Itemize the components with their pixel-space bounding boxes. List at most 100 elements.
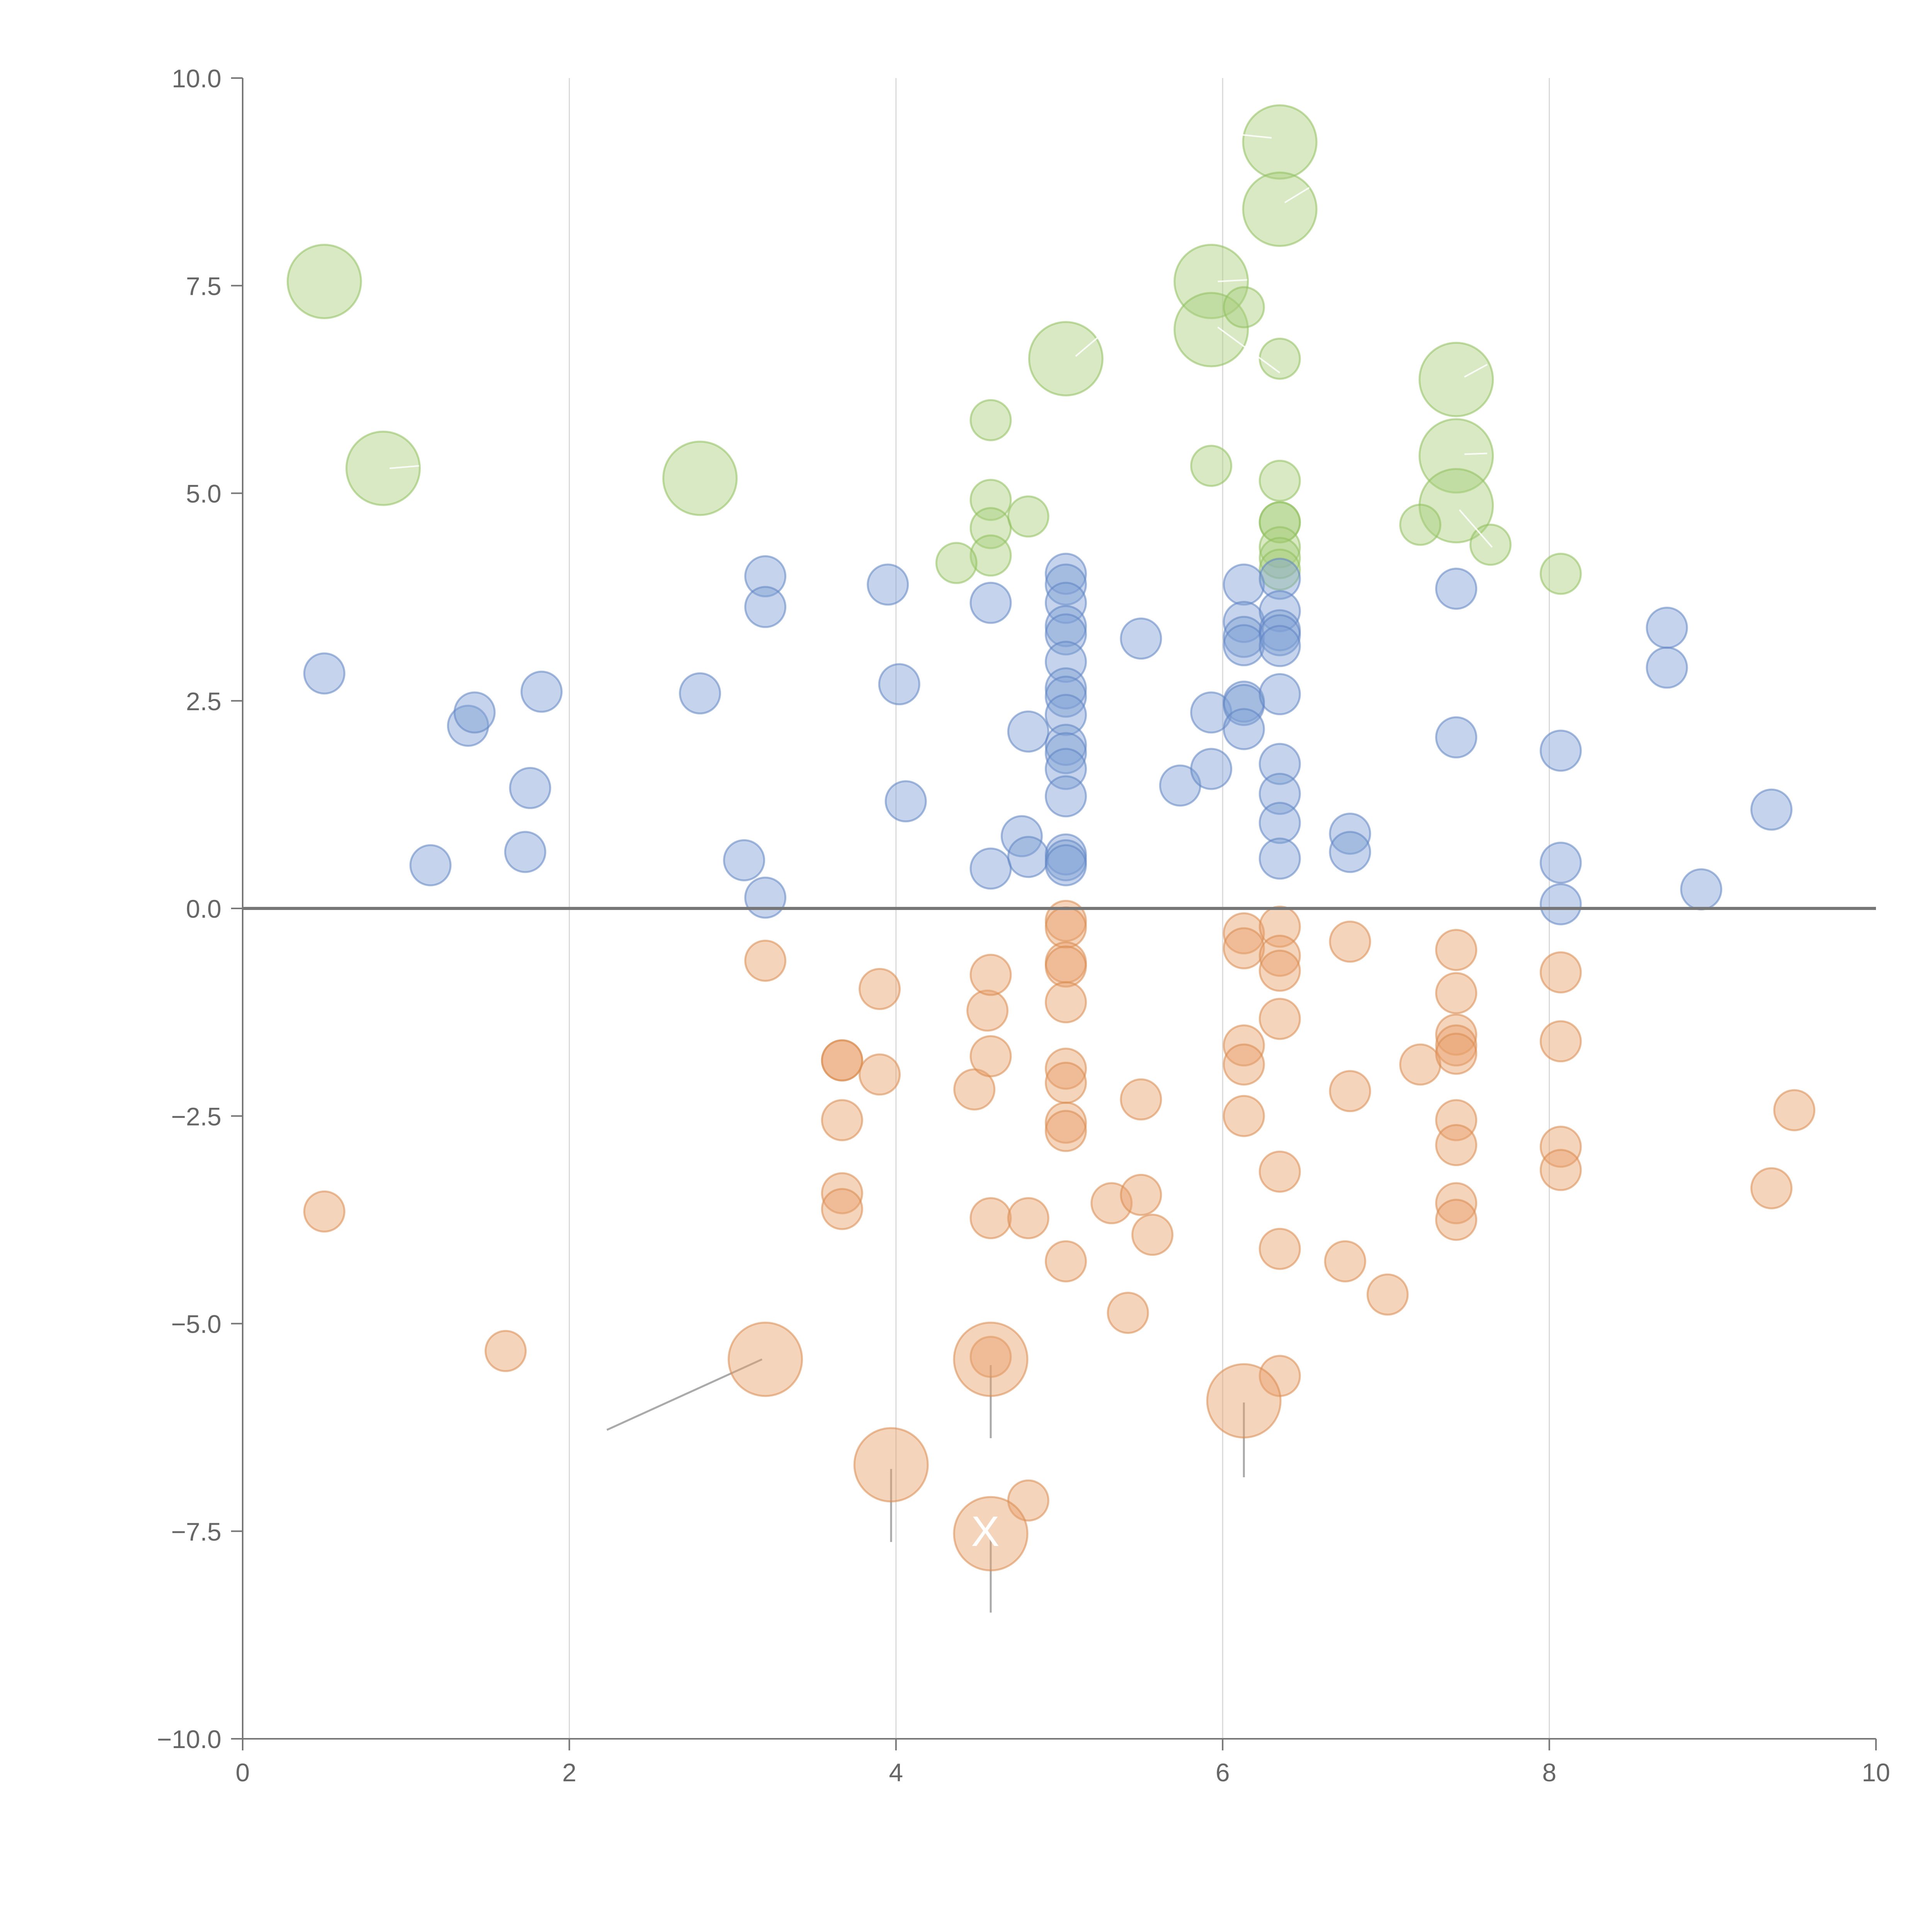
green-data-point	[1173, 292, 1249, 367]
orange-data-point	[1223, 927, 1265, 969]
annotation-connectors	[606, 1358, 1245, 1613]
orange-data-point	[1007, 1197, 1049, 1240]
orange-data-point	[1435, 972, 1478, 1014]
blue-data-point	[1120, 617, 1162, 660]
x-tick-label: 10	[1862, 1758, 1890, 1787]
orange-data-point	[1329, 1070, 1371, 1112]
blue-data-point	[744, 876, 787, 919]
x-tick-label: 4	[889, 1758, 903, 1787]
axes: −10.0 −7.5 −5.0 −2.5 0.0 2.5 5.0 7.5 10.0 0 2 4 6 8 10	[157, 64, 1890, 1787]
blue-data-point	[1539, 842, 1582, 884]
orange-data-point	[969, 1335, 1012, 1378]
blue-data-point	[1259, 802, 1301, 844]
blue-data-point	[1223, 624, 1265, 667]
orange-data-point	[953, 1496, 1029, 1571]
blue-data-point	[1329, 831, 1371, 873]
green-data-point	[1418, 468, 1494, 544]
blue-data-point	[409, 844, 452, 886]
blue-data-point	[1044, 675, 1087, 718]
green-data-point	[935, 542, 978, 584]
green-data-point	[969, 399, 1012, 441]
blue-data-point	[1007, 710, 1049, 753]
orange-data-point	[1435, 1199, 1478, 1241]
blue-data-point	[1646, 646, 1688, 689]
orange-data-point	[1259, 1228, 1301, 1270]
blue-data-point	[1044, 553, 1087, 595]
orange-data-point	[1044, 1240, 1087, 1282]
green-data-point	[286, 244, 362, 320]
annotation-label: X	[971, 1508, 999, 1555]
blue-data-point	[1044, 775, 1087, 818]
orange-data-point	[821, 1172, 863, 1214]
x-tick-label: 8	[1542, 1758, 1556, 1787]
orange-data-point	[1044, 1110, 1087, 1152]
guide-stroke	[1239, 134, 1272, 139]
guide-stroke	[1459, 509, 1493, 548]
guide-stroke	[1464, 452, 1488, 455]
blue-data-point	[723, 839, 765, 881]
guide-stroke	[1464, 364, 1488, 378]
orange-data-point	[1539, 951, 1582, 993]
orange-data-point	[1259, 1150, 1301, 1193]
blue-data-point	[1007, 836, 1049, 878]
orange-data-point	[1259, 905, 1301, 948]
green-data-point	[1242, 172, 1318, 247]
blue-data-point	[1329, 813, 1371, 855]
orange-data-point	[728, 1321, 803, 1397]
orange-data-point	[966, 989, 1009, 1032]
y-tick-label: −10.0	[157, 1725, 221, 1753]
y-tick-label: −5.0	[171, 1310, 221, 1338]
orange-data-point	[1120, 1078, 1162, 1121]
orange-data-point	[1044, 945, 1087, 988]
orange-data-point	[303, 1190, 345, 1233]
guide-stroke	[1075, 335, 1101, 357]
blue-data-point	[1259, 772, 1301, 815]
green-data-point	[662, 440, 738, 516]
blue-data-point	[969, 582, 1012, 624]
blue-data-point	[453, 691, 496, 734]
blue-data-point	[1646, 607, 1688, 649]
orange-data-point	[853, 1427, 929, 1503]
green-data-point	[1190, 445, 1233, 487]
orange-data-point	[485, 1330, 527, 1372]
orange-data-point	[953, 1321, 1029, 1397]
orange-data-point	[1399, 1043, 1442, 1086]
orange-data-point	[1131, 1214, 1173, 1256]
green-data-point	[1259, 526, 1301, 568]
blue-data-point	[744, 586, 787, 628]
y-tick-label: −7.5	[171, 1517, 221, 1546]
orange-data-point	[1435, 1032, 1478, 1075]
x-tick-label: 6	[1216, 1758, 1230, 1787]
annotations: X	[971, 1508, 999, 1555]
orange-data-point	[1259, 934, 1301, 977]
blue-data-point	[1259, 558, 1301, 600]
y-tick-label: −2.5	[171, 1102, 221, 1131]
blue-data-point	[867, 563, 909, 606]
orange-data-point	[1435, 1124, 1478, 1166]
blue-data-point	[1259, 625, 1301, 667]
y-tick-label: 10.0	[172, 64, 221, 93]
orange-data-point	[1539, 1020, 1582, 1063]
orange-data-point	[1259, 998, 1301, 1040]
blue-data-point	[1190, 748, 1233, 790]
blue-data-point	[520, 670, 563, 713]
blue-data-point	[969, 847, 1012, 890]
x-tick-label: 2	[562, 1758, 577, 1787]
blue-data-point	[1044, 694, 1087, 736]
blue-data-point	[679, 672, 721, 714]
y-tick-label: 5.0	[186, 480, 221, 508]
blue-data-point	[1044, 844, 1087, 886]
orange-data-point	[1223, 1095, 1265, 1137]
blue-data-point	[1259, 673, 1301, 716]
guide-stroke	[1217, 327, 1281, 374]
green-data-point	[345, 430, 421, 506]
orange-data-point	[1539, 1126, 1582, 1168]
orange-data-point	[1324, 1240, 1366, 1282]
orange-data-point	[1044, 1061, 1087, 1104]
blue-data-point	[1223, 563, 1265, 606]
y-tick-label: 0.0	[186, 895, 221, 923]
orange-data-point	[1223, 1043, 1265, 1086]
blue-data-point	[1435, 568, 1478, 610]
y-tick-label: 2.5	[186, 687, 221, 716]
